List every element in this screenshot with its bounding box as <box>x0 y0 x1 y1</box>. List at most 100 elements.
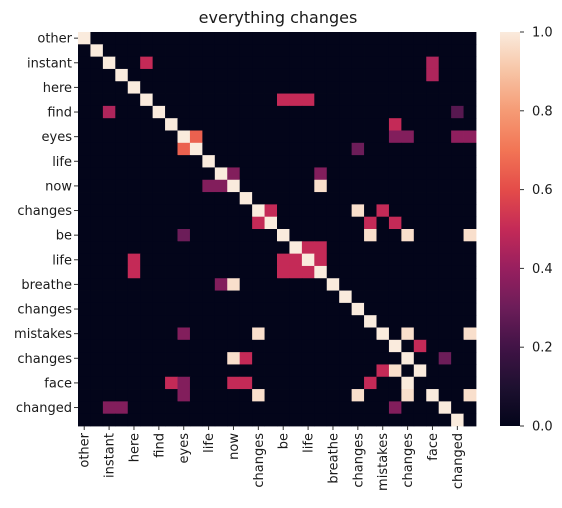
heatmap-cell <box>364 179 377 193</box>
heatmap-cell <box>152 142 166 156</box>
heatmap-cell <box>214 56 228 70</box>
heatmap-cell <box>252 278 265 291</box>
heatmap-cell <box>301 278 315 291</box>
heatmap-cell <box>388 389 402 402</box>
heatmap-cell <box>451 44 464 58</box>
heatmap-cell <box>376 93 390 107</box>
column-tick-label: face <box>426 433 441 461</box>
heatmap-cell <box>388 401 402 415</box>
heatmap-cell <box>438 241 452 255</box>
heatmap-cell <box>177 265 191 279</box>
heatmap-cell <box>102 376 116 390</box>
heatmap-cell <box>227 167 241 181</box>
heatmap-cell <box>177 327 191 341</box>
heatmap-cell <box>351 327 365 341</box>
heatmap-cell <box>189 327 203 341</box>
heatmap-cell <box>289 32 303 45</box>
heatmap-cell <box>438 93 452 107</box>
heatmap-cell <box>189 81 203 94</box>
heatmap-cell <box>351 216 365 230</box>
row-tick-label: changes <box>17 204 72 219</box>
heatmap-cell <box>252 376 265 390</box>
heatmap-cell <box>140 81 154 94</box>
heatmap-cell <box>189 142 203 156</box>
heatmap-cell <box>289 401 303 415</box>
heatmap-cell <box>90 278 104 291</box>
heatmap-cell <box>189 130 203 144</box>
heatmap-cell <box>189 167 203 181</box>
heatmap-cell <box>438 253 452 267</box>
heatmap-cell <box>401 265 415 279</box>
heatmap-cell <box>239 290 253 304</box>
heatmap-cell <box>227 401 241 415</box>
heatmap-cell <box>227 118 241 131</box>
heatmap-cell <box>326 155 340 168</box>
heatmap-cell <box>438 364 452 378</box>
heatmap-cell <box>351 315 365 328</box>
heatmap-cell <box>152 389 166 402</box>
heatmap-cell <box>426 216 440 230</box>
heatmap-cell <box>376 315 390 328</box>
heatmap-cell <box>140 413 154 427</box>
heatmap-cell <box>102 204 116 218</box>
heatmap-cell <box>339 167 353 181</box>
heatmap-cell <box>301 118 315 131</box>
heatmap-cell <box>115 56 129 70</box>
heatmap-cell <box>78 32 91 45</box>
heatmap-cell <box>152 192 166 205</box>
heatmap-cell <box>152 352 166 365</box>
heatmap-cell <box>277 216 290 230</box>
heatmap-cell <box>401 93 415 107</box>
heatmap-cell <box>239 364 253 378</box>
heatmap-cell <box>376 401 390 415</box>
heatmap-cell <box>152 302 166 316</box>
heatmap-cell <box>78 352 91 365</box>
heatmap-cell <box>401 389 415 402</box>
heatmap-cell <box>140 401 154 415</box>
heatmap-cell <box>239 339 253 353</box>
heatmap-cell <box>227 302 241 316</box>
heatmap-cell <box>214 413 228 427</box>
heatmap-cell <box>413 265 427 279</box>
heatmap-cell <box>463 315 477 328</box>
heatmap-cell <box>239 216 253 230</box>
heatmap-cell <box>127 192 141 205</box>
heatmap-cell <box>189 118 203 131</box>
heatmap-cell <box>227 241 241 255</box>
heatmap-cell <box>214 81 228 94</box>
heatmap-cell <box>413 142 427 156</box>
heatmap-cell <box>227 253 241 267</box>
heatmap-cell <box>413 401 427 415</box>
heatmap-cell <box>202 167 216 181</box>
heatmap-cell <box>239 401 253 415</box>
heatmap-cell <box>252 339 265 353</box>
heatmap-cell <box>227 290 241 304</box>
heatmap-cell <box>227 229 241 242</box>
heatmap-cell <box>202 56 216 70</box>
heatmap-cell <box>202 204 216 218</box>
heatmap-cell <box>326 278 340 291</box>
heatmap-cell <box>326 44 340 58</box>
heatmap-cell <box>388 44 402 58</box>
heatmap-cell <box>301 376 315 390</box>
heatmap-cell <box>376 167 390 181</box>
heatmap-cell <box>351 32 365 45</box>
heatmap-cell <box>177 253 191 267</box>
heatmap-cell <box>78 376 91 390</box>
heatmap-cell <box>388 302 402 316</box>
heatmap-cell <box>202 81 216 94</box>
heatmap-cell <box>289 155 303 168</box>
heatmap-cell <box>289 68 303 82</box>
heatmap-cell <box>413 364 427 378</box>
heatmap-cell <box>351 105 365 119</box>
heatmap-cell <box>78 155 91 168</box>
heatmap-cell <box>115 389 129 402</box>
heatmap-cell <box>413 327 427 341</box>
heatmap-cell <box>401 339 415 353</box>
heatmap-cell <box>165 32 178 45</box>
heatmap-cell <box>264 364 278 378</box>
column-tick-label: be <box>277 433 292 449</box>
heatmap-cell <box>189 376 203 390</box>
heatmap-cell <box>214 142 228 156</box>
heatmap-cell <box>289 265 303 279</box>
